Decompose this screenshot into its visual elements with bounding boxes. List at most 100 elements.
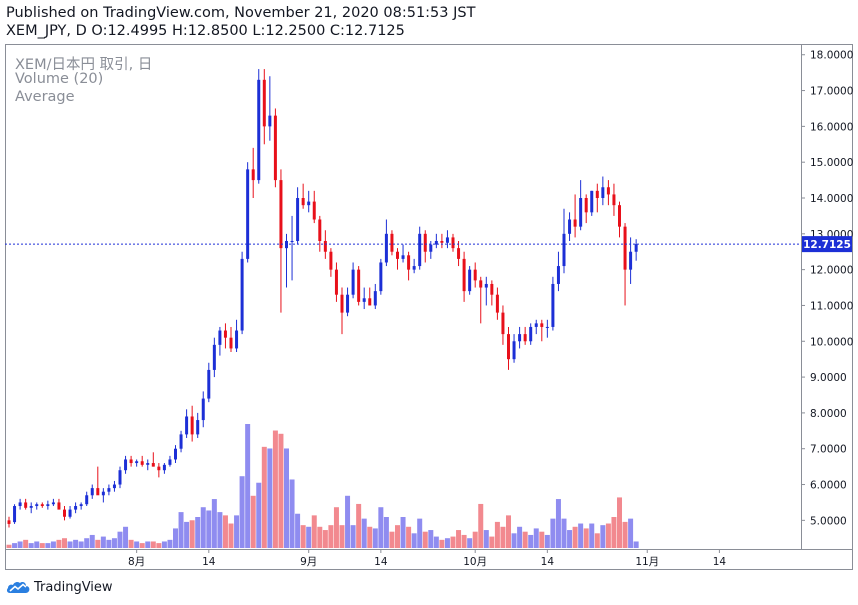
last-price-label: 12.7125 — [803, 239, 851, 251]
candle — [68, 506, 72, 519]
candle-body — [190, 416, 194, 435]
candle — [451, 233, 455, 252]
candle-body — [551, 283, 555, 327]
candle-body — [196, 420, 200, 435]
candlestick-chart[interactable]: 18.000017.000016.000015.000014.000013.00… — [5, 44, 853, 570]
price-tick-label: 7.0000 — [810, 444, 847, 456]
volume-bar — [28, 543, 34, 548]
volume-bar — [289, 479, 295, 548]
volume-bar — [444, 538, 450, 548]
candle — [140, 455, 144, 467]
candle-body — [368, 298, 372, 306]
chart-area[interactable]: 18.0000 17.0000 16.0000 15.0000 14.0000 13.00… — [5, 44, 853, 570]
candle-body — [468, 269, 472, 292]
candle-body — [618, 205, 621, 227]
volume-bar — [589, 523, 595, 548]
volume-bar — [372, 528, 378, 548]
candle — [229, 326, 233, 353]
candle — [51, 498, 55, 507]
volume-bar — [605, 523, 611, 548]
candle-body — [340, 294, 344, 313]
candle-body — [490, 283, 494, 295]
volume-bar — [167, 539, 173, 548]
candle-body — [501, 312, 505, 335]
candle — [384, 219, 388, 267]
candle — [290, 215, 294, 281]
candle-body — [223, 330, 227, 338]
legend-volume: Volume (20) — [15, 71, 104, 87]
price-axis[interactable]: 18.000017.000016.000015.000014.000013.00… — [801, 50, 853, 528]
candle — [74, 502, 78, 514]
price-tick-label: 5.0000 — [810, 515, 847, 527]
volume-bar — [100, 536, 106, 548]
tradingview-cloud-icon — [6, 581, 30, 593]
volume-bar — [345, 495, 351, 548]
price-tick-label: 10.0000 — [810, 336, 853, 348]
candle — [201, 391, 205, 428]
price-tick-label: 15.0000 — [810, 157, 853, 169]
plot-border — [5, 44, 853, 570]
candle — [146, 459, 150, 471]
ohlc-summary: XEM_JPY, D O:12.4995 H:12.8500 L:12.2500… — [6, 23, 405, 39]
candle-body — [118, 470, 122, 485]
candle — [112, 480, 116, 492]
candle — [551, 276, 555, 331]
candle-body — [312, 201, 316, 220]
candle-body — [346, 294, 350, 313]
volume-bar — [528, 534, 534, 548]
candle — [18, 498, 22, 510]
candle — [584, 194, 588, 224]
volume-bar — [300, 525, 306, 548]
candle — [162, 463, 166, 474]
volume-bar — [611, 517, 617, 548]
candle — [368, 287, 372, 306]
candle-body — [251, 169, 255, 181]
candle — [273, 108, 277, 188]
volume-bar — [128, 539, 134, 548]
candle-body — [135, 461, 139, 464]
candle-body — [74, 506, 78, 510]
candle-body — [384, 233, 388, 263]
candle-body — [7, 520, 11, 524]
candle — [351, 262, 355, 299]
candle — [396, 248, 399, 270]
time-tick-label: 9月 — [300, 556, 317, 568]
candle — [484, 276, 488, 306]
volume-bar — [206, 510, 212, 548]
candle — [401, 244, 405, 263]
volume-bar — [417, 518, 423, 548]
candle — [473, 262, 477, 288]
candle-body — [562, 233, 566, 267]
candle — [457, 240, 461, 267]
volume-bar — [400, 517, 406, 548]
candle — [312, 190, 316, 224]
volume-bar — [489, 536, 495, 548]
candle — [512, 334, 516, 363]
footer-brand[interactable]: TradingView — [6, 578, 113, 596]
candle — [501, 305, 505, 345]
candle — [185, 409, 189, 438]
candle-body — [584, 198, 588, 213]
candle-body — [96, 488, 100, 496]
candle-body — [545, 326, 549, 328]
candle-body — [634, 244, 638, 252]
volume-bars — [6, 424, 639, 548]
candle — [568, 212, 572, 241]
volume-bar — [550, 518, 556, 548]
volume-bar — [494, 521, 500, 548]
candle — [606, 180, 610, 206]
price-tick-label: 8.0000 — [810, 408, 847, 420]
candle-body — [379, 262, 383, 292]
candle-body — [124, 459, 128, 471]
candle-body — [268, 115, 272, 127]
candle-body — [484, 283, 488, 288]
volume-bar — [617, 497, 622, 548]
candle-body — [590, 190, 594, 213]
candle — [590, 190, 594, 216]
volume-bar — [311, 515, 317, 548]
volume-bar — [245, 424, 251, 548]
volume-bar — [295, 513, 301, 548]
candle-body — [129, 459, 133, 464]
candle-body — [540, 323, 544, 327]
time-axis[interactable]: 8月 14 9月 14 10月 14 11月 14 — [128, 549, 726, 568]
